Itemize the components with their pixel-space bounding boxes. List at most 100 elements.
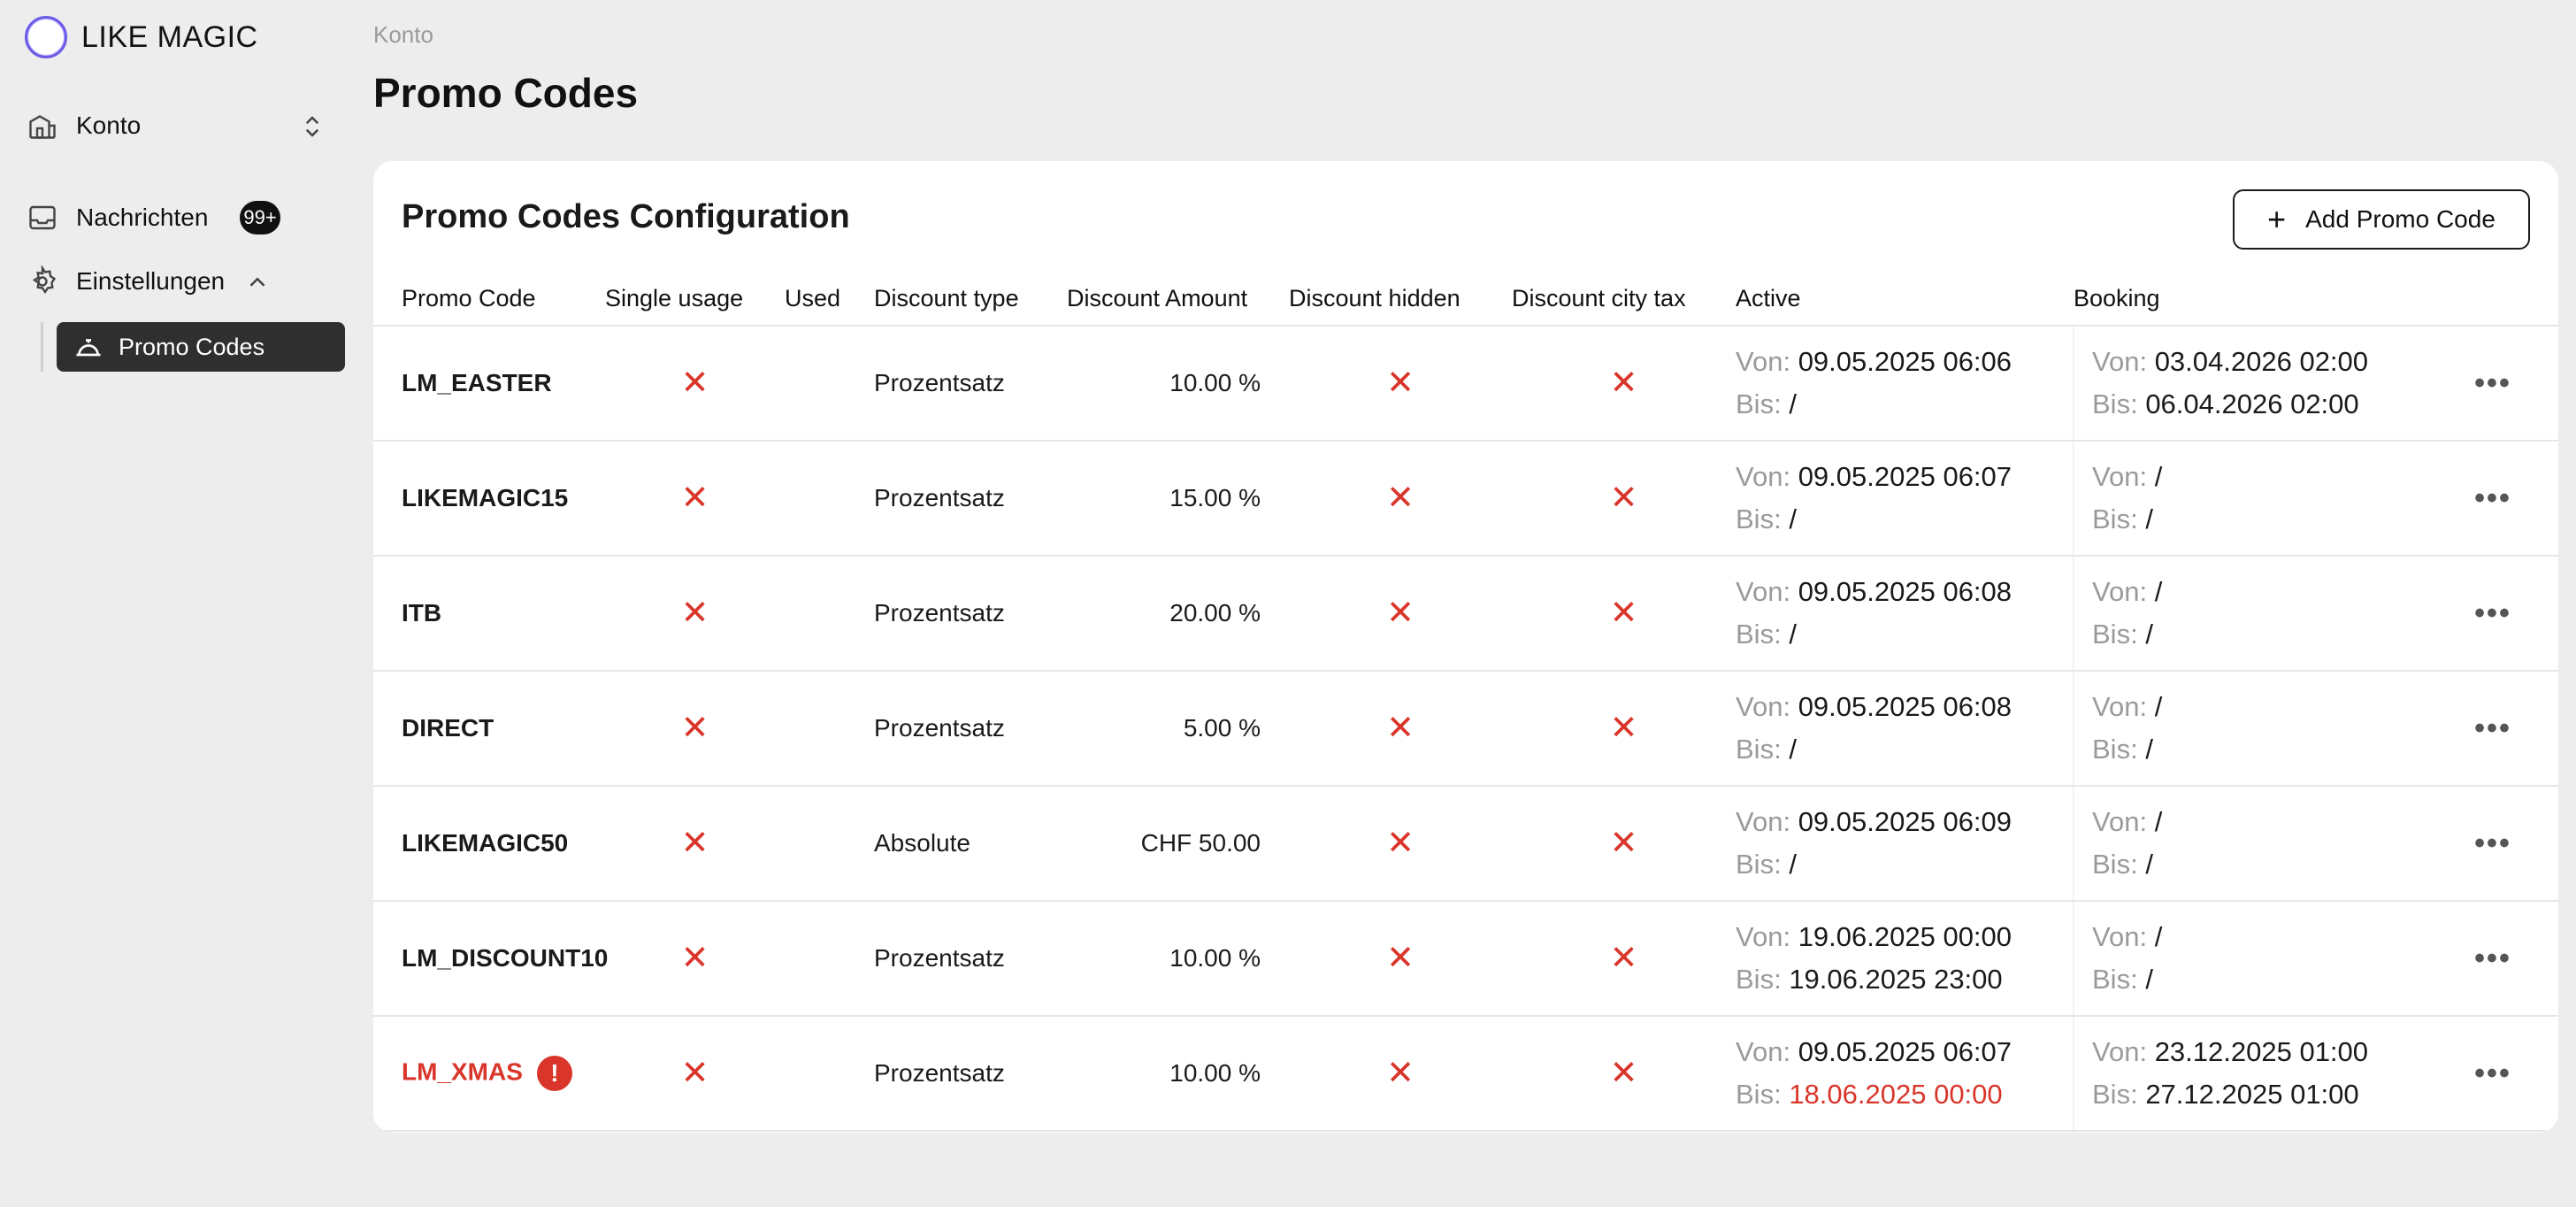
column-header-discount-city-tax[interactable]: Discount city tax [1512, 273, 1736, 327]
column-header-actions [2427, 273, 2558, 327]
single-usage-x-icon: ✕ [680, 825, 709, 862]
active-bis: / [1789, 388, 1797, 419]
single-usage-x-icon: ✕ [680, 480, 709, 517]
column-header-booking[interactable]: Booking [2074, 273, 2427, 327]
booking-von: / [2154, 461, 2163, 492]
table-row[interactable]: LM_EASTER ✕ Prozentsatz 10.00 % ✕ ✕ Von:… [373, 326, 2558, 442]
chevron-updown-icon[interactable] [299, 113, 326, 140]
discount-amount: 10.00 % [1067, 1016, 1289, 1132]
app-logo[interactable]: LIKE MAGIC [25, 16, 258, 58]
discount-type: Prozentsatz [874, 326, 1067, 442]
active-von: 09.05.2025 06:09 [1798, 806, 2012, 837]
more-horizontal-icon[interactable]: ••• [2427, 901, 2558, 1017]
notification-badge: 99+ [240, 201, 280, 234]
plus-icon: + [2267, 201, 2287, 237]
booking-bis: / [2145, 619, 2153, 650]
add-promo-code-button[interactable]: + Add Promo Code [2233, 189, 2530, 250]
discount-amount: 20.00 % [1067, 556, 1289, 672]
city-tax-x-icon: ✕ [1609, 480, 1638, 517]
booking-bis: / [2145, 734, 2153, 765]
discount-amount: 10.00 % [1067, 326, 1289, 442]
promo-code: LM_EASTER [373, 326, 605, 442]
city-tax-x-icon: ✕ [1609, 710, 1638, 747]
sidebar: LIKE MAGIC Konto Nachrichten 99+ Einstel… [0, 0, 354, 1207]
single-usage-x-icon: ✕ [680, 365, 709, 402]
more-horizontal-icon[interactable]: ••• [2427, 671, 2558, 787]
app-title: LIKE MAGIC [81, 19, 258, 54]
used-value [785, 556, 874, 672]
active-range: Von: 09.05.2025 06:08 Bis: / [1736, 556, 2074, 672]
single-usage-x-icon: ✕ [680, 595, 709, 632]
column-header-used[interactable]: Used [785, 273, 874, 327]
active-bis: 19.06.2025 23:00 [1789, 964, 2003, 995]
sidebar-item-nachrichten[interactable]: Nachrichten 99+ [25, 200, 280, 235]
active-bis: 18.06.2025 00:00 [1789, 1079, 2003, 1110]
booking-range: Von: / Bis: / [2073, 901, 2427, 1017]
discount-type: Prozentsatz [874, 901, 1067, 1017]
active-von: 09.05.2025 06:07 [1798, 1036, 2012, 1067]
discount-amount: 5.00 % [1067, 671, 1289, 787]
table-row[interactable]: LIKEMAGIC50 ✕ Absolute CHF 50.00 ✕ ✕ Von… [373, 786, 2558, 902]
used-value [785, 1016, 874, 1132]
table-row[interactable]: LM_XMAS! ✕ Prozentsatz 10.00 % ✕ ✕ Von: … [373, 1016, 2558, 1132]
discount-type: Prozentsatz [874, 441, 1067, 557]
table-row[interactable]: LM_DISCOUNT10 ✕ Prozentsatz 10.00 % ✕ ✕ … [373, 901, 2558, 1017]
booking-range: Von: / Bis: / [2073, 786, 2427, 902]
more-horizontal-icon[interactable]: ••• [2427, 1016, 2558, 1132]
used-value [785, 671, 874, 787]
discount-hidden-x-icon: ✕ [1386, 480, 1414, 517]
discount-type: Prozentsatz [874, 1016, 1067, 1132]
column-header-discount-type[interactable]: Discount type [874, 273, 1067, 327]
more-horizontal-icon[interactable]: ••• [2427, 786, 2558, 902]
column-header-active[interactable]: Active [1736, 273, 2074, 327]
discount-hidden-x-icon: ✕ [1386, 940, 1414, 977]
sidebar-item-einstellungen[interactable]: Einstellungen [25, 264, 225, 299]
booking-bis: / [2145, 504, 2153, 534]
breadcrumb[interactable]: Konto [373, 21, 433, 48]
column-header-promo-code[interactable]: Promo Code [373, 273, 605, 327]
promo-code: LIKEMAGIC50 [373, 786, 605, 902]
column-header-single-usage[interactable]: Single usage [605, 273, 785, 327]
discount-hidden-x-icon: ✕ [1386, 825, 1414, 862]
discount-amount: 10.00 % [1067, 901, 1289, 1017]
sidebar-item-promo-codes[interactable]: Promo Codes [57, 322, 345, 372]
discount-type: Absolute [874, 786, 1067, 902]
table-row[interactable]: DIRECT ✕ Prozentsatz 5.00 % ✕ ✕ Von: 09.… [373, 671, 2558, 787]
used-value [785, 441, 874, 557]
active-bis: / [1789, 504, 1797, 534]
booking-bis: / [2145, 849, 2153, 880]
gear-icon [25, 264, 60, 299]
booking-range: Von: 03.04.2026 02:00 Bis: 06.04.2026 02… [2073, 326, 2427, 442]
active-bis: / [1789, 849, 1797, 880]
active-von: 09.05.2025 06:08 [1798, 691, 2012, 722]
column-header-discount-hidden[interactable]: Discount hidden [1289, 273, 1512, 327]
more-horizontal-icon[interactable]: ••• [2427, 556, 2558, 672]
column-header-discount-amount[interactable]: Discount Amount [1067, 273, 1289, 327]
promo-code: LIKEMAGIC15 [373, 441, 605, 557]
promo-codes-card: Promo Codes Configuration + Add Promo Co… [373, 161, 2558, 1133]
table-row[interactable]: ITB ✕ Prozentsatz 20.00 % ✕ ✕ Von: 09.05… [373, 556, 2558, 672]
sidebar-item-konto[interactable]: Konto [25, 108, 141, 143]
booking-bis: / [2145, 964, 2153, 995]
logo-circle-icon [25, 16, 67, 58]
discount-type: Prozentsatz [874, 556, 1067, 672]
promo-code: ITB [373, 556, 605, 672]
promo-code-cell: LM_XMAS! [373, 1016, 605, 1132]
sidebar-item-label: Konto [76, 111, 142, 139]
active-von: 09.05.2025 06:07 [1798, 461, 2012, 492]
booking-von: 03.04.2026 02:00 [2154, 346, 2369, 377]
building-icon [25, 108, 60, 143]
booking-range: Von: / Bis: / [2073, 671, 2427, 787]
booking-von: 23.12.2025 01:00 [2154, 1036, 2369, 1067]
table-row[interactable]: LIKEMAGIC15 ✕ Prozentsatz 15.00 % ✕ ✕ Vo… [373, 441, 2558, 557]
sidebar-item-label: Promo Codes [119, 333, 265, 360]
active-range: Von: 09.05.2025 06:07 Bis: / [1736, 441, 2074, 557]
booking-von: / [2154, 921, 2163, 952]
booking-von: / [2154, 576, 2163, 607]
active-bis: / [1789, 619, 1797, 650]
more-horizontal-icon[interactable]: ••• [2427, 441, 2558, 557]
card-title: Promo Codes Configuration [402, 198, 850, 235]
active-range: Von: 09.05.2025 06:07 Bis: 18.06.2025 00… [1736, 1016, 2074, 1132]
chevron-up-icon[interactable] [244, 269, 271, 296]
more-horizontal-icon[interactable]: ••• [2427, 326, 2558, 442]
